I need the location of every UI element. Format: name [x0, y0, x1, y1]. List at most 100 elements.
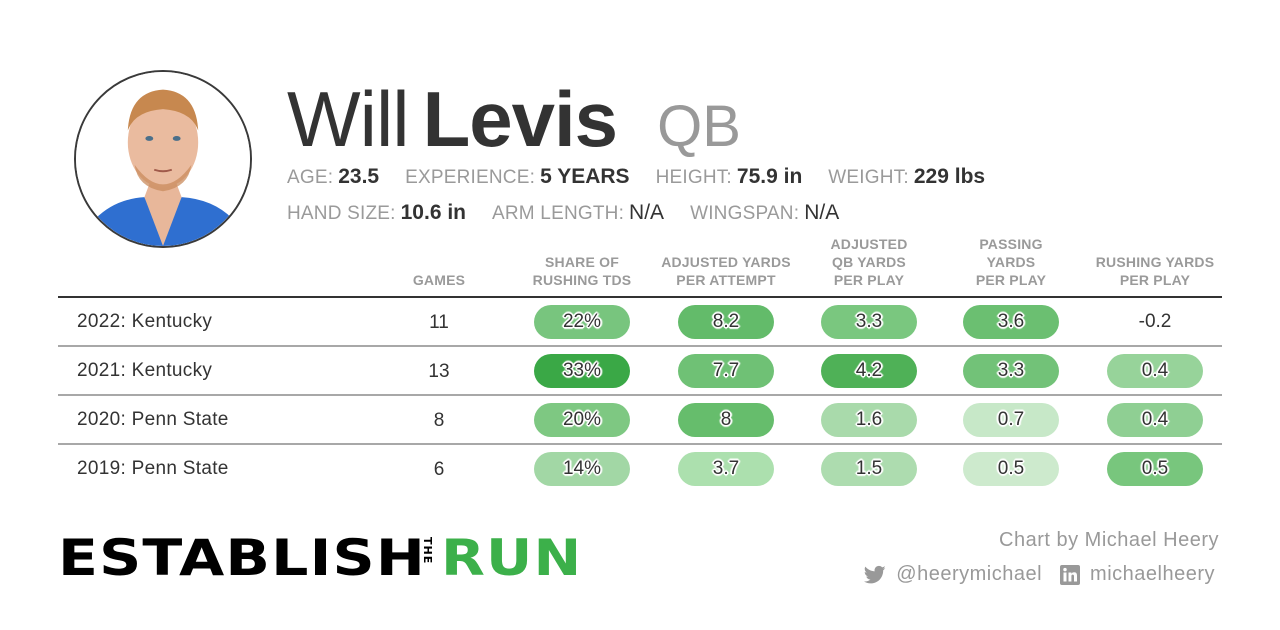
bio-label: ARM LENGTH: [492, 203, 625, 224]
pill-value: -0.2 [1138, 311, 1172, 332]
chart-credit: Chart by Michael Heery [999, 529, 1219, 551]
player-last-name: Levis [422, 75, 618, 163]
table-row: 2021: Kentucky 13 33% 7.7 4.2 3.3 0.4 [58, 347, 1222, 396]
adj-qb-yards-per-play-pill: 4.2 [821, 354, 917, 388]
bio-row-2: HAND SIZE: 10.6 in ARM LENGTH: N/A WINGS… [287, 201, 865, 225]
pill-value: 20% [562, 409, 602, 430]
adj-qb-yards-per-play-pill: 1.6 [821, 403, 917, 437]
header-text: PER PLAY [1119, 272, 1191, 288]
bio-label: HAND SIZE: [287, 203, 396, 224]
bio-label: WEIGHT: [828, 167, 909, 188]
bio-label: AGE: [287, 167, 334, 188]
passing-yards-per-play-pill: 0.7 [963, 403, 1059, 437]
pill-value: 7.7 [712, 360, 740, 381]
bio-value: 5 YEARS [540, 165, 630, 188]
share-rushing-tds-pill: 22% [534, 305, 630, 339]
header-text: ADJUSTED [830, 236, 908, 252]
header-passing-yards-per-play: PASSING YARDS PER PLAY [976, 235, 1046, 289]
pill-value: 8 [720, 409, 732, 430]
header-text: GAMES [412, 272, 466, 288]
header-games: GAMES [413, 271, 465, 289]
header-adj-yards-per-attempt: ADJUSTED YARDS PER ATTEMPT [661, 253, 791, 289]
table-row: 2019: Penn State 6 14% 3.7 1.5 0.5 0.5 [58, 445, 1222, 494]
season-label: 2019: Penn State [77, 458, 229, 479]
adj-qb-yards-per-play-pill: 1.5 [821, 452, 917, 486]
adj-yards-per-attempt-pill: 7.7 [678, 354, 774, 388]
header-rushing-yards-per-play: RUSHING YARDS PER PLAY [1096, 253, 1215, 289]
logo-the: THE [421, 537, 434, 565]
table-row: 2020: Penn State 8 20% 8 1.6 0.7 0.4 [58, 396, 1222, 445]
pill-value: 0.4 [1141, 409, 1169, 430]
social-links: @heerymichael michaelheery [864, 563, 1215, 586]
bio-row-1: AGE: 23.5 EXPERIENCE: 5 YEARS HEIGHT: 75… [287, 165, 1011, 189]
header-text: PER PLAY [975, 272, 1047, 288]
pill-value: 0.5 [1141, 458, 1169, 479]
twitter-handle[interactable]: @heerymichael [896, 563, 1043, 585]
player-position: QB [657, 94, 741, 159]
share-rushing-tds-pill: 14% [534, 452, 630, 486]
twitter-icon [864, 565, 886, 583]
bio-age: AGE: 23.5 [287, 165, 379, 189]
rushing-yards-per-play-pill: -0.2 [1107, 305, 1203, 339]
games-value: 8 [433, 410, 445, 431]
logo-establish: ESTABLISH [58, 529, 427, 587]
season-label: 2021: Kentucky [77, 360, 213, 381]
season-label: 2020: Penn State [77, 409, 229, 430]
pill-value: 0.4 [1141, 360, 1169, 381]
pill-value: 4.2 [855, 360, 883, 381]
adj-yards-per-attempt-pill: 3.7 [678, 452, 774, 486]
pill-value: 3.3 [855, 311, 883, 332]
adj-yards-per-attempt-pill: 8 [678, 403, 774, 437]
passing-yards-per-play-pill: 3.6 [963, 305, 1059, 339]
bio-value: N/A [629, 201, 665, 224]
header-text: ADJUSTED YARDS [661, 254, 791, 270]
logo-run: RUN [441, 529, 583, 587]
bio-value: 10.6 in [400, 201, 466, 224]
header-text: RUSHING YARDS [1095, 254, 1215, 270]
pill-value: 3.3 [997, 360, 1025, 381]
bio-value: 75.9 in [736, 165, 803, 188]
bio-value: N/A [804, 201, 840, 224]
adj-yards-per-attempt-pill: 8.2 [678, 305, 774, 339]
bio-value: 23.5 [338, 165, 380, 188]
pill-value: 3.6 [997, 311, 1025, 332]
games-value: 13 [428, 361, 450, 382]
pill-value: 0.5 [997, 458, 1025, 479]
bio-hand-size: HAND SIZE: 10.6 in [287, 201, 466, 225]
games-value: 6 [433, 459, 445, 480]
bio-height: HEIGHT: 75.9 in [656, 165, 803, 189]
pill-value: 14% [562, 458, 602, 479]
table-row: 2022: Kentucky 11 22% 8.2 3.3 3.6 -0.2 [58, 298, 1222, 347]
bio-label: EXPERIENCE: [405, 167, 536, 188]
share-rushing-tds-pill: 20% [534, 403, 630, 437]
header-text: PER ATTEMPT [676, 272, 776, 288]
share-rushing-tds-pill: 33% [534, 354, 630, 388]
header-text: PASSING [979, 236, 1043, 252]
header-text: SHARE OF [545, 254, 619, 270]
player-name: Will Levis QB [287, 74, 741, 164]
bio-label: HEIGHT: [655, 167, 732, 188]
pill-value: 8.2 [712, 311, 740, 332]
stats-table: GAMES SHARE OF RUSHING TDS ADJUSTED YARD… [58, 236, 1222, 494]
passing-yards-per-play-pill: 0.5 [963, 452, 1059, 486]
pill-value: 0.7 [997, 409, 1025, 430]
pill-value: 22% [562, 311, 602, 332]
pill-value: 1.5 [855, 458, 883, 479]
bio-weight: WEIGHT: 229 lbs [828, 165, 985, 189]
player-photo [74, 70, 252, 248]
bio-arm-length: ARM LENGTH: N/A [492, 201, 664, 225]
header-text: RUSHING TDS [532, 272, 632, 288]
linkedin-handle[interactable]: michaelheery [1090, 563, 1215, 585]
games-value: 11 [429, 312, 449, 333]
pill-value: 3.7 [712, 458, 740, 479]
header-adj-qb-yards-per-play: ADJUSTED QB YARDS PER PLAY [830, 235, 907, 289]
establish-the-run-logo: ESTABLISH THE RUN [58, 533, 581, 583]
header-text: QB YARDS [832, 254, 906, 270]
bio-value: 229 lbs [913, 165, 986, 188]
adj-qb-yards-per-play-pill: 3.3 [821, 305, 917, 339]
passing-yards-per-play-pill: 3.3 [963, 354, 1059, 388]
table-header: GAMES SHARE OF RUSHING TDS ADJUSTED YARD… [58, 236, 1222, 298]
rushing-yards-per-play-pill: 0.4 [1107, 354, 1203, 388]
rushing-yards-per-play-pill: 0.4 [1107, 403, 1203, 437]
player-first-name: Will [287, 75, 410, 163]
